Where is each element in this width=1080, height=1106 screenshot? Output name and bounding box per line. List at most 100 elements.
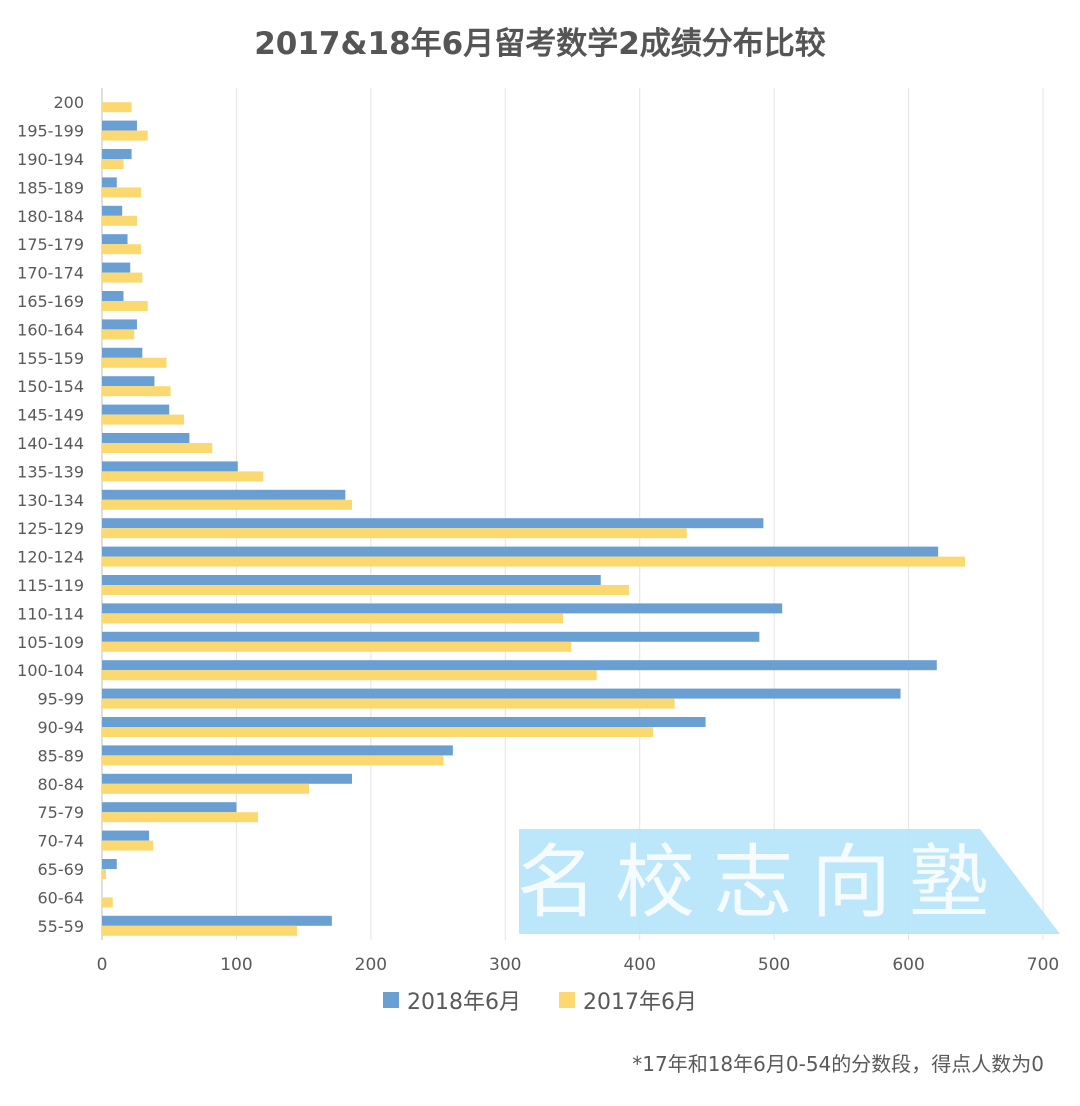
- bar-2017-150-154: [102, 386, 171, 397]
- footnote: *17年和18年6月0-54的分数段，得点人数为0: [632, 1052, 1044, 1076]
- bar-2017-165-169: [102, 301, 148, 311]
- bar-2017-75-79: [102, 812, 258, 823]
- bar-2018-180-184: [102, 205, 123, 216]
- legend-label-2017: 2017年6月: [583, 990, 697, 1015]
- bar-2018-175-179: [102, 234, 128, 245]
- bar-2018-115-119: [102, 575, 601, 585]
- bar-2017-185-189: [102, 187, 141, 198]
- y-tick-label: 110-114: [17, 604, 84, 623]
- bar-2017-100-104: [102, 670, 597, 681]
- bars: [102, 102, 966, 936]
- y-tick-label: 185-189: [17, 178, 84, 197]
- bar-2018-65-69: [102, 859, 117, 869]
- watermark: 名校志向塾: [517, 829, 1060, 934]
- y-tick-label: 195-199: [17, 122, 84, 141]
- bar-2018-75-79: [102, 802, 237, 813]
- y-tick-label: 155-159: [17, 349, 84, 368]
- bar-2018-90-94: [102, 717, 706, 727]
- chart-title: 2017&18年6月留考数学2成绩分布比较: [254, 26, 826, 62]
- bar-2018-190-194: [102, 149, 132, 159]
- bar-2018-55-59: [102, 915, 332, 926]
- bar-2018-130-134: [102, 489, 346, 500]
- legend-swatch-2018: [383, 992, 399, 1008]
- bar-2018-100-104: [102, 660, 937, 671]
- y-tick-label: 170-174: [17, 264, 84, 283]
- y-tick-label: 60-64: [38, 888, 85, 907]
- bar-2017-60-64: [102, 897, 113, 908]
- y-tick-label: 95-99: [38, 690, 85, 709]
- y-tick-label: 75-79: [38, 803, 85, 822]
- y-tick-label: 85-89: [38, 746, 85, 765]
- bar-2018-95-99: [102, 688, 901, 699]
- y-tick-label: 55-59: [38, 917, 85, 936]
- bar-2017-125-129: [102, 528, 687, 539]
- y-tick-label: 200: [53, 93, 84, 112]
- bar-2018-185-189: [102, 177, 117, 188]
- bar-2017-90-94: [102, 727, 654, 737]
- bar-2018-70-74: [102, 830, 150, 841]
- bar-2017-200: [102, 102, 132, 113]
- x-tick-label: 0: [97, 955, 108, 975]
- bar-2018-155-159: [102, 347, 143, 358]
- legend-item-2017: 2017年6月: [559, 984, 697, 1016]
- bar-2018-195-199: [102, 120, 137, 131]
- bar-2018-125-129: [102, 518, 764, 529]
- bar-2017-130-134: [102, 499, 353, 510]
- y-tick-label: 140-144: [17, 434, 84, 453]
- bar-2018-170-174: [102, 262, 131, 273]
- bar-2017-145-149: [102, 414, 185, 425]
- watermark-text: 名校志向塾: [517, 836, 1007, 929]
- grid-lines: [101, 88, 1044, 940]
- bar-2017-180-184: [102, 215, 137, 226]
- bar-2017-160-164: [102, 329, 135, 340]
- x-tick-label: 700: [1027, 955, 1059, 975]
- bar-2017-110-114: [102, 613, 564, 624]
- bar-2018-150-154: [102, 376, 155, 387]
- y-tick-label: 100-104: [17, 661, 84, 680]
- bar-2017-135-139: [102, 471, 264, 482]
- x-tick-label: 100: [220, 955, 252, 975]
- bar-2018-160-164: [102, 319, 137, 330]
- bar-2017-190-194: [102, 159, 124, 169]
- y-tick-label: 180-184: [17, 207, 84, 226]
- y-tick-label: 145-149: [17, 406, 84, 425]
- y-axis-labels: 200 195-199 190-194 185-189 180-184 175-179 17…: [17, 93, 84, 936]
- y-tick-label: 175-179: [17, 235, 84, 254]
- bar-2017-140-144: [102, 443, 213, 453]
- legend-label-2018: 2018年6月: [407, 990, 521, 1015]
- legend-swatch-2017: [559, 992, 575, 1008]
- bar-2017-155-159: [102, 357, 167, 368]
- bar-2017-70-74: [102, 840, 154, 851]
- y-tick-label: 120-124: [17, 548, 84, 567]
- y-tick-label: 90-94: [38, 718, 85, 737]
- bar-2017-55-59: [102, 925, 297, 936]
- legend-item-2018: 2018年6月: [383, 984, 521, 1016]
- bar-2017-105-109: [102, 641, 572, 652]
- y-tick-label: 105-109: [17, 633, 84, 652]
- bar-2017-95-99: [102, 698, 675, 709]
- bar-2018-145-149: [102, 404, 170, 415]
- y-tick-label: 80-84: [38, 775, 85, 794]
- bar-2017-175-179: [102, 244, 141, 255]
- y-tick-label: 165-169: [17, 292, 84, 311]
- x-tick-label: 600: [892, 955, 924, 975]
- y-tick-label: 190-194: [17, 150, 84, 169]
- y-tick-label: 115-119: [17, 576, 84, 595]
- y-tick-label: 130-134: [17, 491, 84, 510]
- bar-2017-120-124: [102, 556, 966, 567]
- bar-2018-85-89: [102, 745, 453, 756]
- bar-2017-195-199: [102, 130, 148, 141]
- x-tick-label: 400: [623, 955, 655, 975]
- legend: 2018年6月 2017年6月: [0, 984, 1080, 1016]
- y-tick-label: 70-74: [38, 832, 85, 851]
- bar-2018-110-114: [102, 603, 783, 614]
- bar-2018-80-84: [102, 773, 353, 784]
- bar-2018-140-144: [102, 433, 190, 443]
- bar-2018-165-169: [102, 291, 124, 301]
- bar-2017-85-89: [102, 755, 444, 766]
- x-tick-label: 500: [758, 955, 790, 975]
- y-tick-label: 65-69: [38, 860, 85, 879]
- bar-2018-105-109: [102, 631, 760, 642]
- bar-2017-80-84: [102, 783, 310, 794]
